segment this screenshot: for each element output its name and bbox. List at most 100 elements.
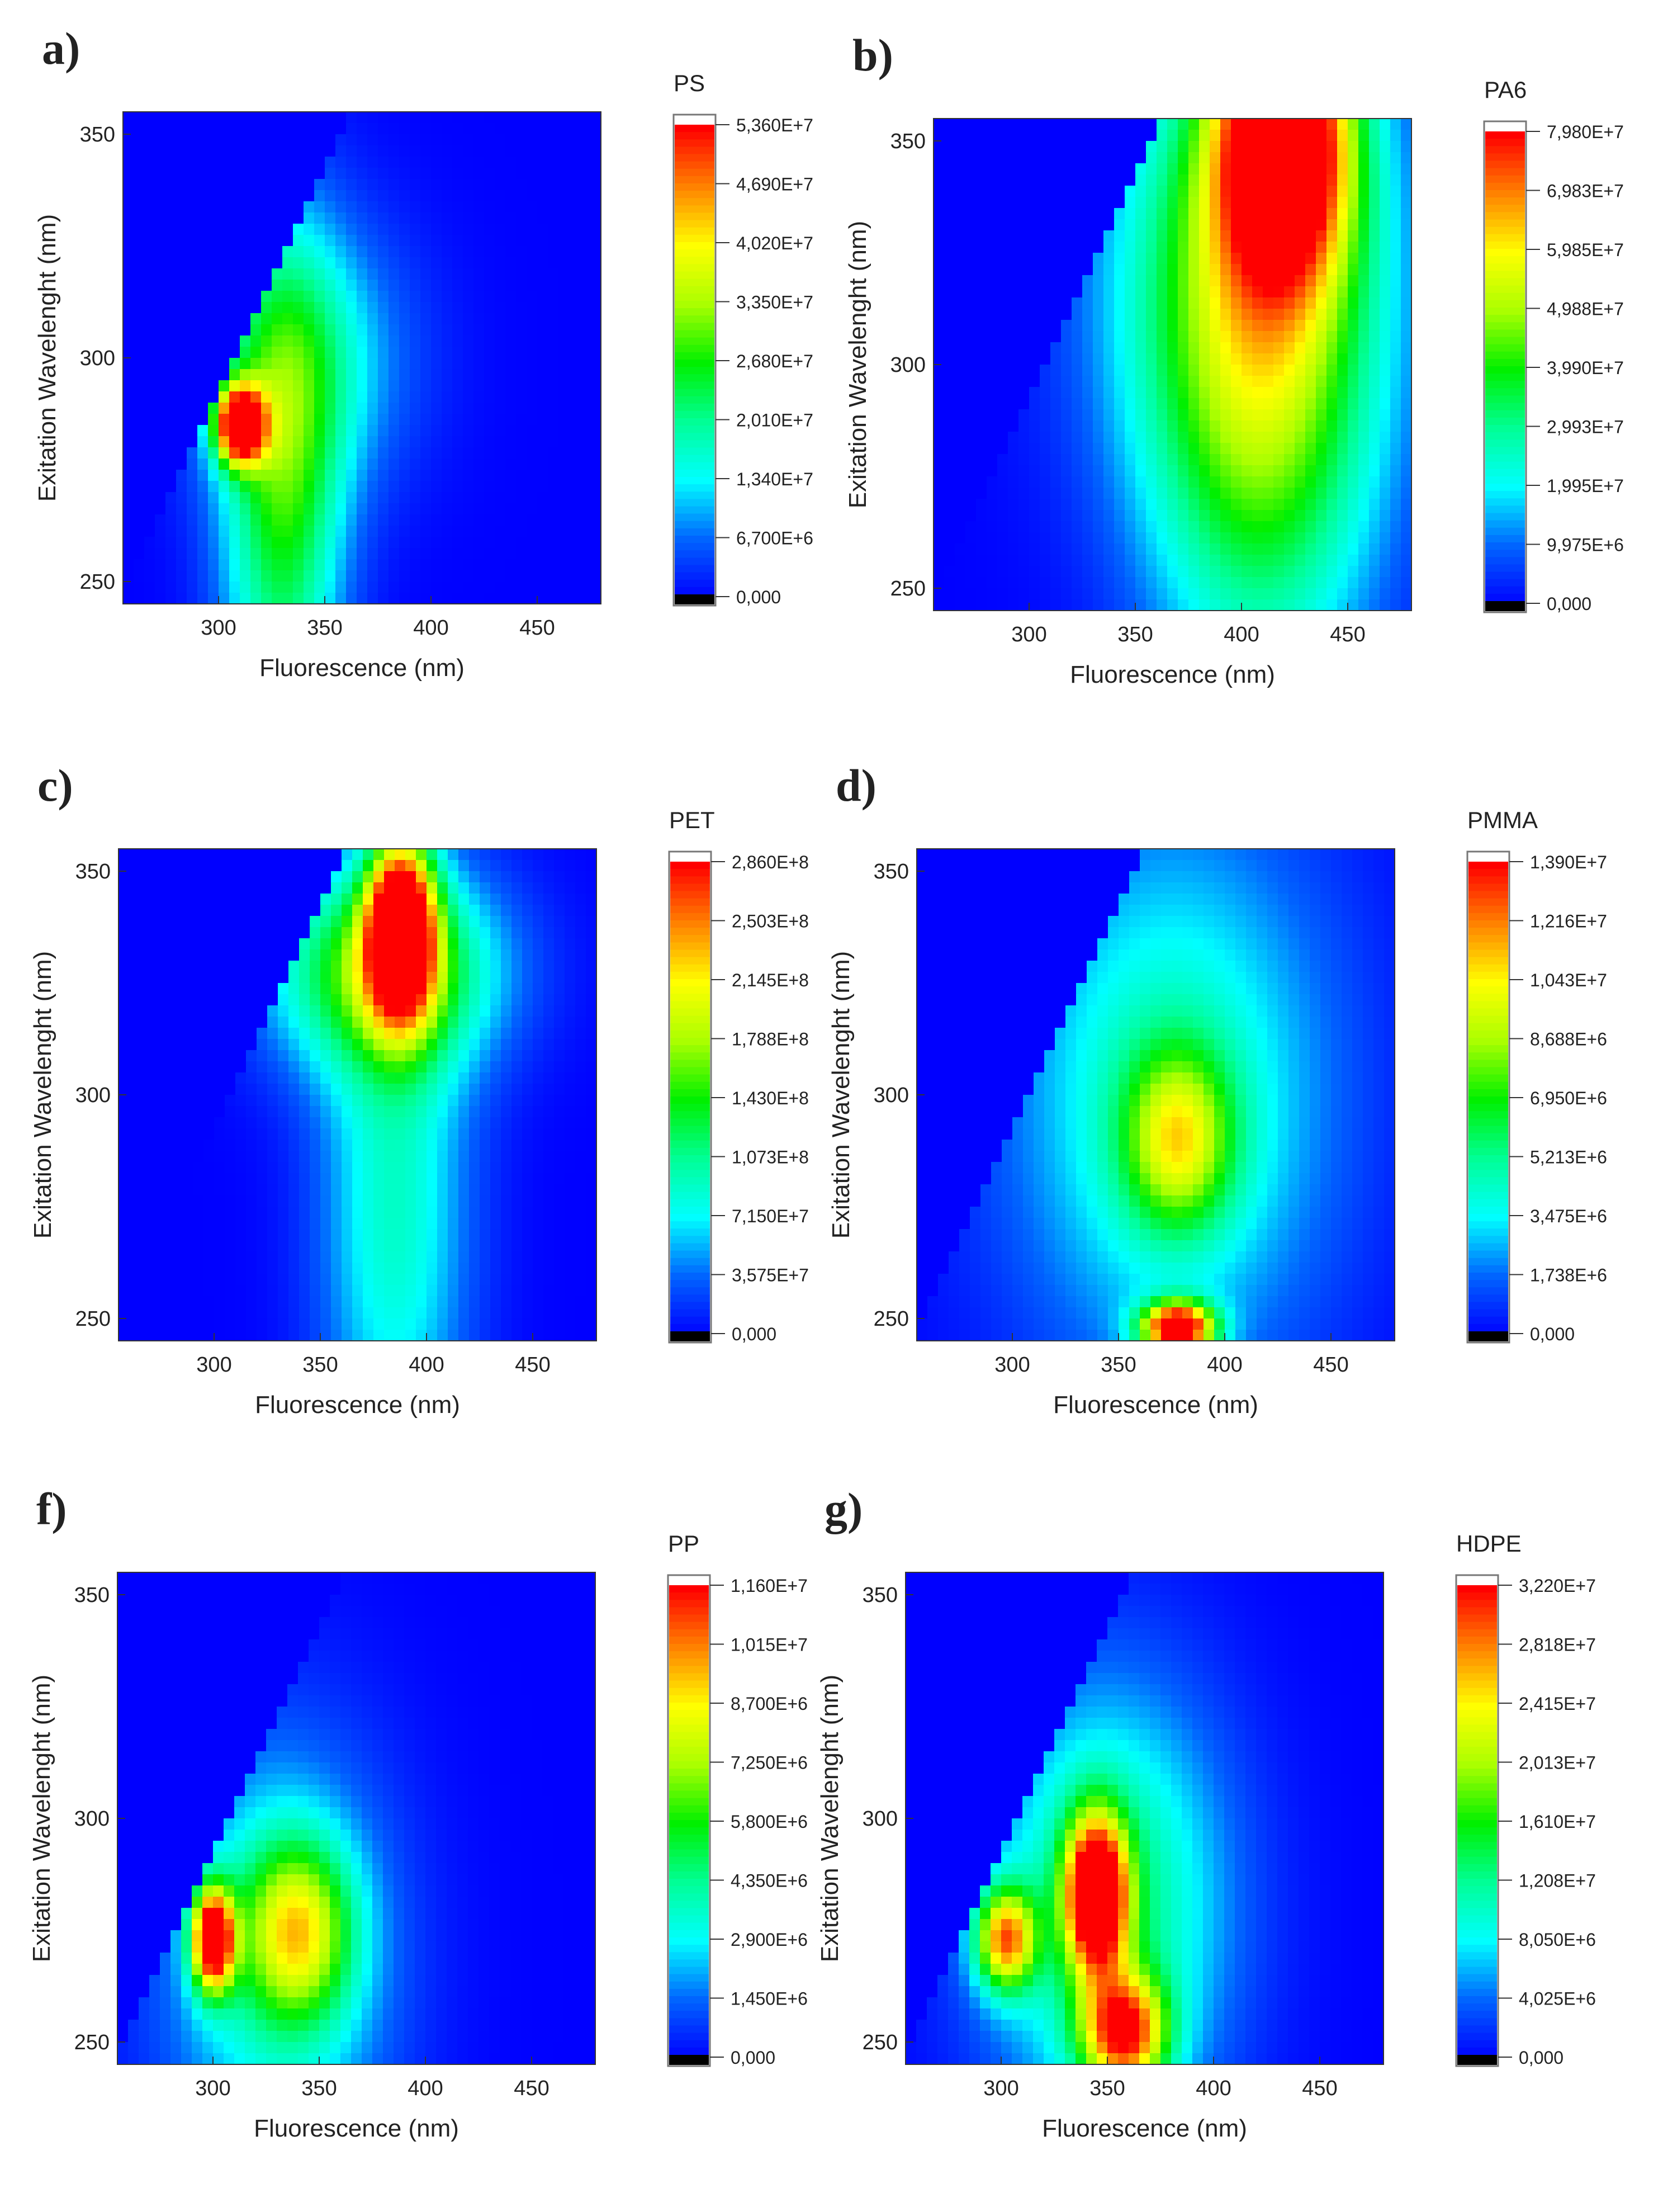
- heatmap-cell: [282, 414, 293, 426]
- heatmap-cell: [1231, 331, 1242, 343]
- heatmap-cell: [129, 871, 140, 883]
- heatmap-cell: [310, 972, 321, 984]
- heatmap-cell: [420, 481, 432, 493]
- heatmap-cell: [505, 425, 517, 437]
- heatmap-cell: [1040, 320, 1051, 332]
- colorbar-segment: [675, 234, 714, 243]
- heatmap-cell: [410, 335, 421, 347]
- heatmap-cell: [1050, 476, 1062, 488]
- heatmap-cell: [558, 559, 570, 571]
- heatmap-cell: [452, 179, 463, 191]
- heatmap-cell: [314, 291, 325, 303]
- heatmap-cell: [299, 1263, 310, 1274]
- heatmap-cell: [1263, 376, 1274, 387]
- heatmap-cell: [1284, 365, 1295, 376]
- heatmap-cell: [463, 280, 474, 291]
- heatmap-cell: [1146, 532, 1157, 544]
- heatmap-cell: [473, 168, 485, 179]
- heatmap-cell: [976, 309, 987, 320]
- heatmap-cell: [1390, 365, 1401, 376]
- heatmap-cell: [1369, 163, 1380, 175]
- heatmap-cell: [965, 543, 977, 555]
- heatmap-cell: [1284, 141, 1295, 153]
- heatmap-cell: [548, 559, 559, 571]
- heatmap-cell: [261, 123, 272, 135]
- heatmap-cell: [1072, 566, 1083, 578]
- heatmap-cell: [934, 331, 945, 343]
- heatmap-cell: [987, 465, 998, 477]
- heatmap-cell: [225, 1173, 236, 1185]
- heatmap-cell: [272, 224, 283, 235]
- heatmap-cell: [1188, 219, 1200, 231]
- heatmap-cell: [399, 380, 410, 392]
- heatmap-cell: [1072, 555, 1083, 566]
- heatmap-cell: [1188, 420, 1200, 432]
- heatmap-cell: [1295, 208, 1306, 220]
- heatmap-cell: [495, 112, 506, 124]
- heatmap-cell: [257, 916, 268, 928]
- heatmap-cell: [987, 275, 998, 287]
- heatmap-cell: [235, 882, 247, 894]
- heatmap-cell: [1167, 532, 1178, 544]
- heatmap-cell: [225, 938, 236, 950]
- heatmap-cell: [1242, 197, 1253, 209]
- heatmap-cell: [1050, 320, 1062, 332]
- heatmap-cell: [442, 224, 453, 235]
- heatmap-cell: [150, 961, 162, 972]
- heatmap-cell: [346, 123, 357, 135]
- heatmap-cell: [452, 380, 463, 392]
- heatmap-cell: [161, 983, 172, 995]
- heatmap-cell: [1125, 521, 1136, 533]
- heatmap-cell: [399, 112, 410, 124]
- heatmap-cell: [1061, 320, 1072, 332]
- heatmap-cell: [527, 503, 538, 515]
- heatmap-cell: [976, 555, 987, 566]
- heatmap-cell: [357, 291, 368, 303]
- heatmap-cell: [314, 593, 325, 604]
- heatmap-cell: [288, 894, 300, 905]
- heatmap-cell: [134, 548, 145, 560]
- heatmap-cell: [590, 224, 601, 235]
- heatmap-cell: [1093, 566, 1104, 578]
- heatmap-cell: [225, 1218, 236, 1230]
- heatmap-cell: [1358, 264, 1370, 276]
- heatmap-cell: [934, 186, 945, 197]
- heatmap-cell: [1135, 532, 1146, 544]
- heatmap-cell: [1284, 174, 1295, 186]
- heatmap-cell: [1199, 331, 1210, 343]
- heatmap-cell: [1125, 331, 1136, 343]
- heatmap-cell: [420, 425, 432, 437]
- heatmap-cell: [558, 470, 570, 481]
- heatmap-cell: [1018, 443, 1030, 455]
- heatmap-cell: [580, 280, 591, 291]
- heatmap-cell: [314, 459, 325, 470]
- heatmap-cell: [548, 436, 559, 448]
- heatmap-cell: [997, 521, 1008, 533]
- heatmap-cell: [1125, 566, 1136, 578]
- heatmap-cell: [346, 201, 357, 213]
- heatmap-cell: [484, 481, 495, 493]
- heatmap-cell: [155, 403, 166, 414]
- heatmap-cell: [346, 246, 357, 258]
- heatmap-cell: [987, 219, 998, 231]
- heatmap-cell: [1114, 566, 1125, 578]
- heatmap-cell: [293, 380, 304, 392]
- heatmap-cell: [1199, 365, 1210, 376]
- heatmap-cell: [1273, 365, 1285, 376]
- heatmap-cell: [1380, 286, 1391, 298]
- heatmap-cell: [225, 1318, 236, 1330]
- heatmap-cell: [129, 849, 140, 861]
- heatmap-cell: [944, 409, 955, 421]
- heatmap-cell: [410, 514, 421, 526]
- heatmap-cell: [1061, 566, 1072, 578]
- heatmap-cell: [155, 481, 166, 493]
- heatmap-cell: [129, 983, 140, 995]
- heatmap-cell: [1199, 197, 1210, 209]
- heatmap-cell: [1210, 186, 1221, 197]
- heatmap-cell: [119, 905, 130, 916]
- heatmap-cell: [161, 949, 172, 961]
- heatmap-cell: [229, 548, 240, 560]
- heatmap-cell: [1178, 275, 1189, 287]
- heatmap-cell: [144, 492, 155, 504]
- heatmap-cell: [1242, 420, 1253, 432]
